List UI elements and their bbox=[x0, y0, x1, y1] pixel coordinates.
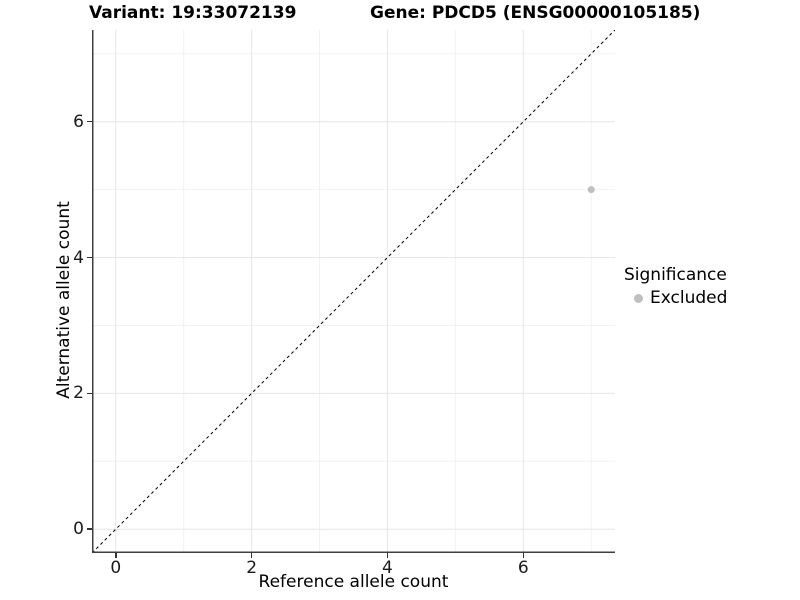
plot-area-svg bbox=[92, 30, 615, 553]
legend-entries: Excluded bbox=[624, 287, 727, 309]
y-axis-title: Alternative allele count bbox=[54, 201, 74, 399]
x-tick-label: 2 bbox=[246, 558, 258, 578]
x-tick-mark bbox=[522, 553, 525, 558]
x-tick-mark bbox=[250, 553, 253, 558]
y-tick-label: 6 bbox=[73, 111, 84, 132]
y-tick-mark bbox=[87, 528, 92, 530]
y-tick-mark bbox=[87, 392, 92, 395]
x-tick-mark bbox=[386, 553, 389, 558]
x-axis-title: Reference allele count bbox=[258, 572, 449, 592]
legend-entry: Excluded bbox=[624, 287, 727, 309]
legend-key-dot-icon bbox=[634, 293, 643, 303]
y-tick-label: 4 bbox=[73, 247, 84, 268]
x-tick-mark bbox=[115, 553, 117, 558]
y-tick-label: 2 bbox=[73, 383, 84, 404]
y-tick-mark bbox=[87, 120, 92, 123]
x-tick-label: 4 bbox=[382, 558, 393, 578]
legend: Significance Excluded bbox=[624, 264, 727, 309]
x-tick-label: 6 bbox=[517, 558, 529, 578]
plot-panel bbox=[92, 30, 615, 553]
plot-title-variant: Variant: 19:33072139 bbox=[89, 3, 297, 23]
legend-entry-label: Excluded bbox=[650, 288, 728, 308]
data-point bbox=[587, 186, 595, 194]
x-tick-label: 0 bbox=[110, 558, 122, 578]
plot-title-gene: Gene: PDCD5 (ENSG00000105185) bbox=[370, 3, 701, 23]
legend-title: Significance bbox=[624, 265, 727, 285]
y-tick-mark bbox=[87, 256, 92, 259]
identity-line bbox=[92, 30, 615, 553]
y-tick-label: 0 bbox=[73, 519, 84, 540]
